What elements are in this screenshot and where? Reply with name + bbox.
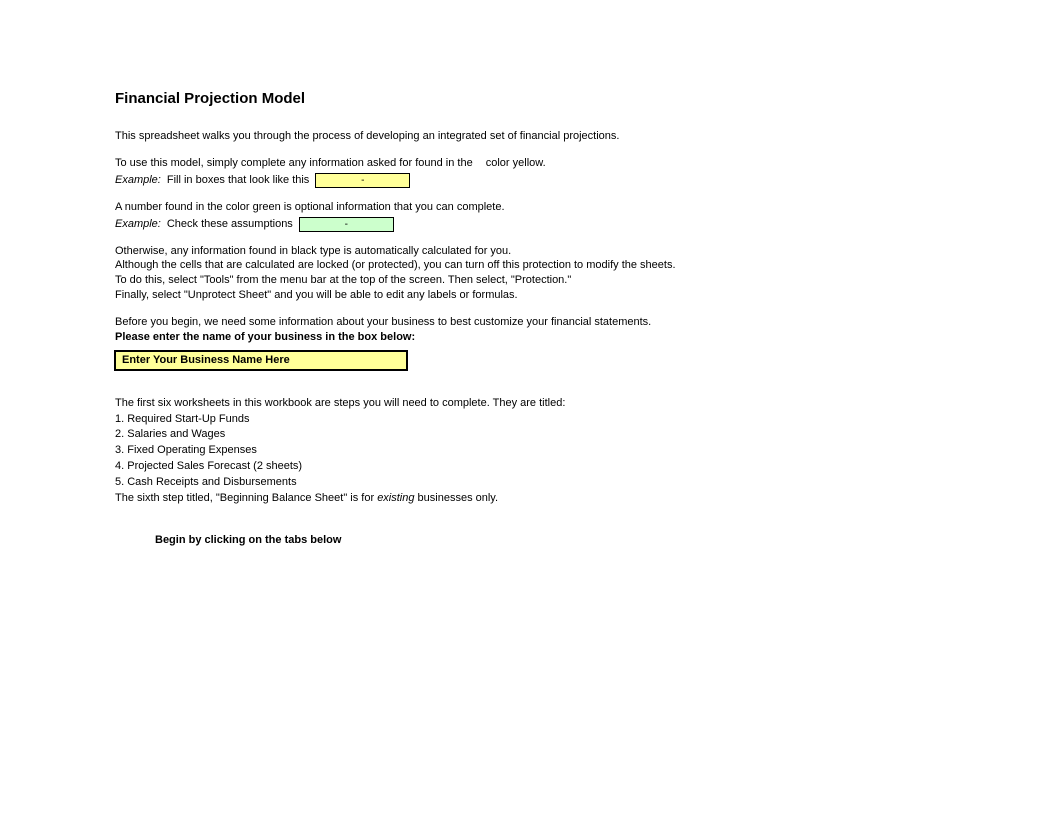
green-example-text: Check these assumptions — [167, 218, 293, 230]
intro-text: This spreadsheet walks you through the p… — [115, 129, 900, 144]
yellow-example-text: Fill in boxes that look like this — [167, 174, 309, 186]
worksheet-item-3: 3. Fixed Operating Expenses — [115, 443, 900, 459]
yellow-sample-cell: - — [315, 173, 410, 188]
otherwise-block: Otherwise, any information found in blac… — [115, 244, 900, 303]
sixth-step-line: The sixth step titled, "Beginning Balanc… — [115, 491, 900, 507]
sixth-step-italic: existing — [377, 492, 414, 504]
otherwise-line-1: Otherwise, any information found in blac… — [115, 244, 900, 259]
worksheet-item-4: 4. Projected Sales Forecast (2 sheets) — [115, 459, 900, 475]
green-example-row: Example: Check these assumptions - — [115, 217, 900, 232]
worksheet-item-5: 5. Cash Receipts and Disbursements — [115, 475, 900, 491]
sixth-step-post: businesses only. — [414, 492, 498, 504]
yellow-instruction-pre: To use this model, simply complete any i… — [115, 157, 473, 169]
worksheets-intro: The first six worksheets in this workboo… — [115, 396, 900, 412]
begin-instruction: Begin by clicking on the tabs below — [155, 533, 900, 548]
yellow-instruction: To use this model, simply complete any i… — [115, 156, 900, 171]
page-title: Financial Projection Model — [115, 90, 900, 107]
before-begin-text: Before you begin, we need some informati… — [115, 315, 900, 330]
document-page: Financial Projection Model This spreadsh… — [0, 0, 900, 548]
example-label-yellow: Example: — [115, 174, 161, 186]
worksheets-block: The first six worksheets in this workboo… — [115, 396, 900, 508]
otherwise-line-4: Finally, select "Unprotect Sheet" and yo… — [115, 288, 900, 303]
otherwise-line-3: To do this, select "Tools" from the menu… — [115, 273, 900, 288]
green-sample-cell: - — [299, 217, 394, 232]
business-name-value: Enter Your Business Name Here — [122, 354, 290, 366]
business-name-input[interactable]: Enter Your Business Name Here — [115, 351, 407, 370]
enter-name-prompt: Please enter the name of your business i… — [115, 330, 900, 345]
otherwise-line-2: Although the cells that are calculated a… — [115, 258, 900, 273]
example-label-green: Example: — [115, 218, 161, 230]
worksheet-item-2: 2. Salaries and Wages — [115, 427, 900, 443]
sixth-step-pre: The sixth step titled, "Beginning Balanc… — [115, 492, 377, 504]
worksheet-item-1: 1. Required Start-Up Funds — [115, 412, 900, 428]
yellow-instruction-post: color yellow. — [486, 157, 546, 169]
green-instruction: A number found in the color green is opt… — [115, 200, 900, 215]
yellow-example-row: Example: Fill in boxes that look like th… — [115, 173, 900, 188]
